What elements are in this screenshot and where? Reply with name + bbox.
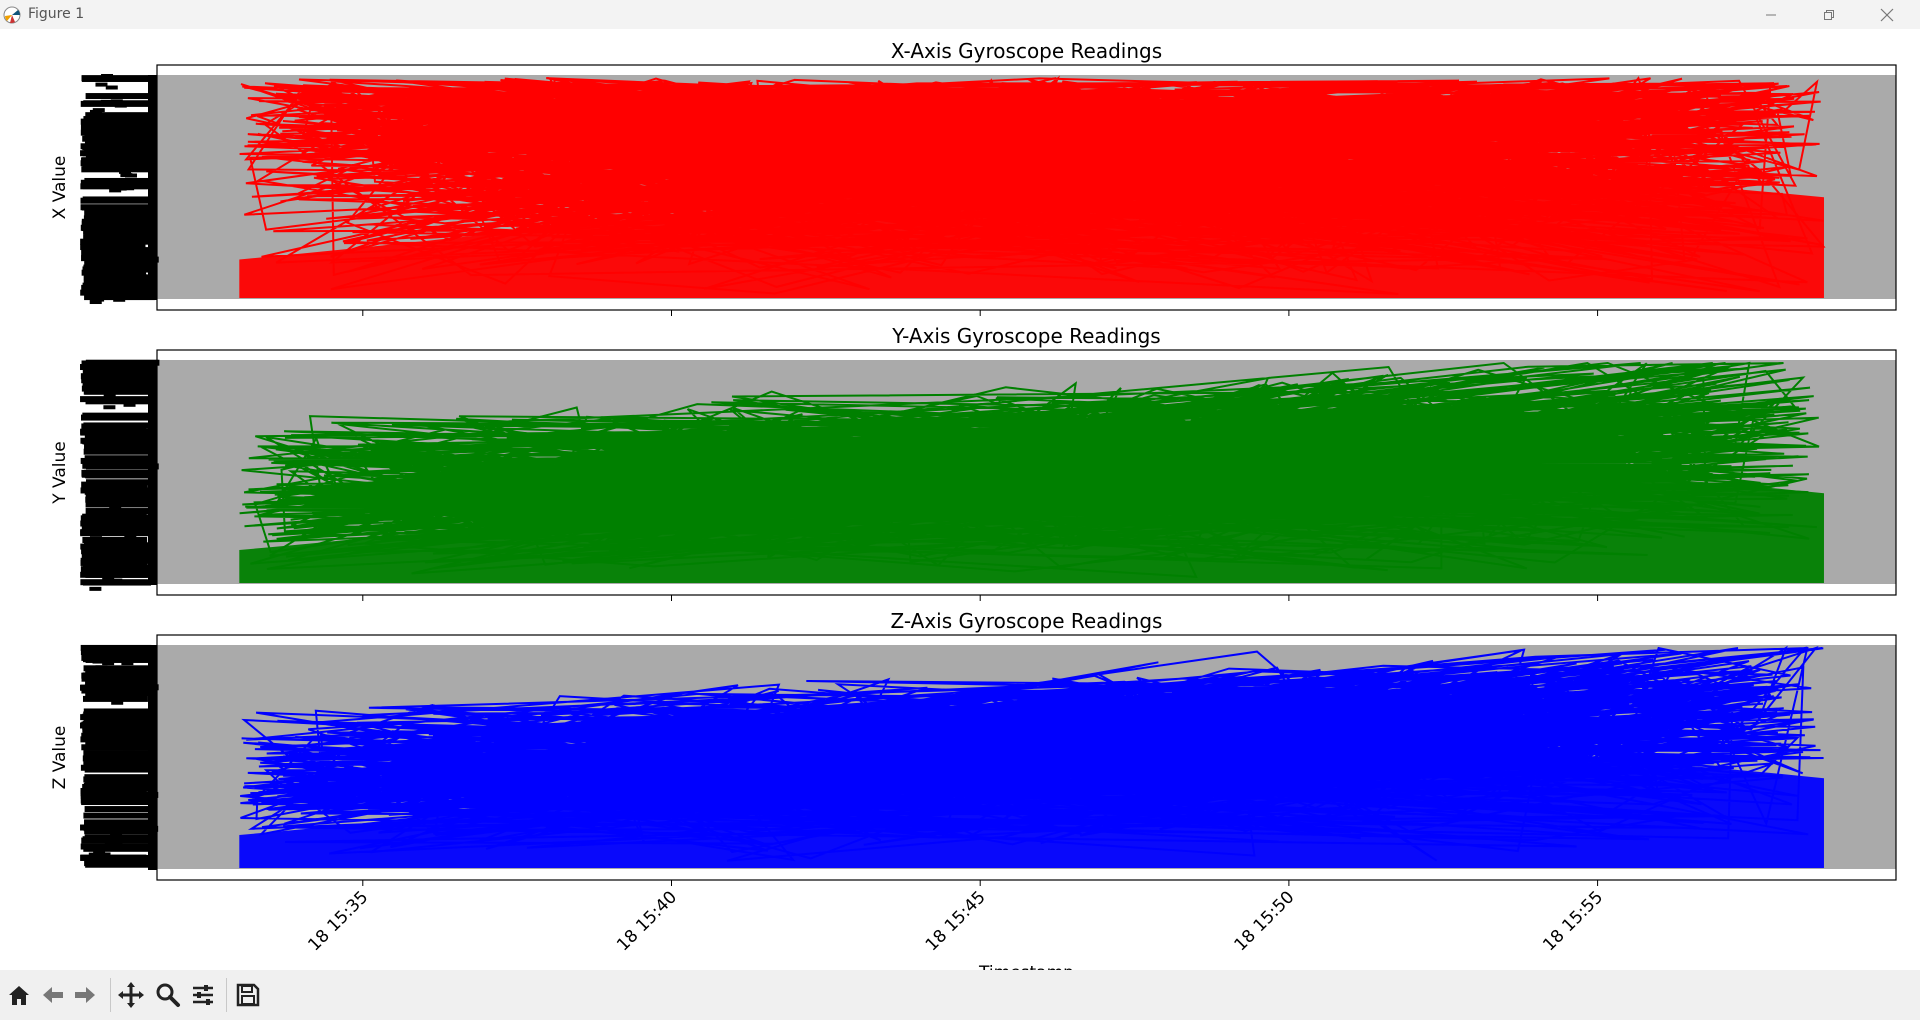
forward-button[interactable] [70,980,100,1010]
back-button[interactable] [38,980,68,1010]
arrow-left-icon [43,987,63,1003]
configure-subplots-button[interactable] [188,980,218,1010]
subplot-title: Z-Axis Gyroscope Readings [891,609,1163,633]
close-icon [1880,8,1894,21]
y-axis-label: Z Value [50,726,70,790]
zoom-button[interactable] [153,980,183,1010]
pan-button[interactable] [116,980,146,1010]
move-icon [118,982,144,1008]
subplot-z: Z-Axis Gyroscope Readings Z Value [50,609,1897,886]
matplotlib-logo-icon [3,6,21,24]
axes-frame [156,349,1897,596]
x-tick-label: 18 15:35 [304,887,372,955]
close-button[interactable] [1864,0,1910,29]
save-button[interactable] [233,980,263,1010]
navigation-toolbar [0,970,1920,1020]
restore-icon [1824,9,1834,20]
x-axis-label: Timestamp [978,963,1074,970]
y-tick-marks [148,75,157,300]
home-icon [9,986,29,1005]
window-titlebar: Figure 1 [0,0,1920,29]
x-tick-label: 18 15:45 [922,887,990,955]
toolbar-separator [110,978,111,1012]
home-button[interactable] [4,980,34,1010]
y-tick-labels [80,73,159,305]
floppy-disk-icon [236,983,260,1007]
figure-plot[interactable]: X-Axis Gyroscope Readings X Value Y-Axis G… [0,29,1920,970]
x-tick-label: 18 15:50 [1231,887,1299,955]
axes-frame [156,634,1897,881]
minimize-button[interactable] [1748,0,1794,29]
axes-frame [156,64,1897,311]
subplot-title: Y-Axis Gyroscope Readings [891,324,1160,348]
subplot-title: X-Axis Gyroscope Readings [891,39,1162,63]
arrow-right-icon [75,987,95,1003]
subplot-y: Y-Axis Gyroscope Readings Y Value [50,324,1897,601]
y-tick-labels [80,644,159,870]
window-title: Figure 1 [28,6,85,22]
series-dense-area [239,172,1824,298]
sliders-icon [193,985,213,1005]
x-tick-label: 18 15:55 [1539,887,1607,955]
x-tick-label: 18 15:40 [613,887,681,955]
y-tick-marks [148,360,157,585]
subplot-x: X-Axis Gyroscope Readings X Value [50,39,1897,316]
series-dense-area [239,751,1824,868]
toolbar-separator [226,978,227,1012]
restore-button[interactable] [1806,0,1852,29]
minimize-icon [1766,14,1776,15]
y-axis-label: X Value [50,156,70,220]
y-axis-label: Y Value [50,441,70,504]
magnifier-icon [156,983,180,1007]
series-dense-area [239,466,1824,583]
y-tick-labels [80,359,160,591]
y-tick-marks [148,645,157,870]
